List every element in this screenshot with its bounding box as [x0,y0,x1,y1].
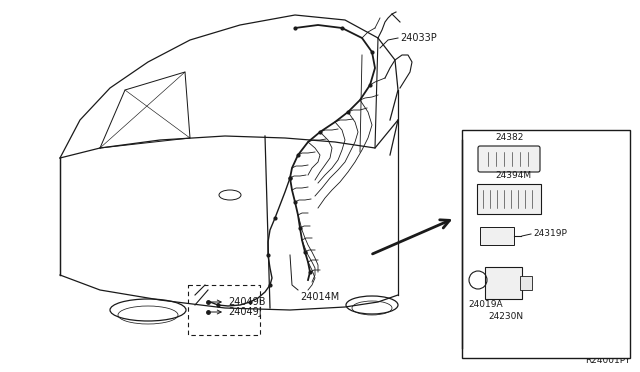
Text: 24049B: 24049B [228,297,266,307]
FancyBboxPatch shape [478,146,540,172]
Text: R24001PY: R24001PY [585,356,630,365]
FancyBboxPatch shape [477,184,541,214]
Bar [462,130,630,358]
Text: 24394M: 24394M [495,171,531,180]
Text: 24382: 24382 [495,133,524,142]
FancyBboxPatch shape [485,267,522,299]
Text: 24049J: 24049J [228,307,262,317]
Text: 24033P: 24033P [400,33,436,43]
Text: 24319P: 24319P [533,230,567,238]
Text: 24019A: 24019A [468,300,502,309]
Text: 24230N: 24230N [488,312,523,321]
Text: 24014M: 24014M [300,292,339,302]
Bar [520,276,532,290]
Bar [188,285,260,335]
FancyBboxPatch shape [480,227,514,245]
